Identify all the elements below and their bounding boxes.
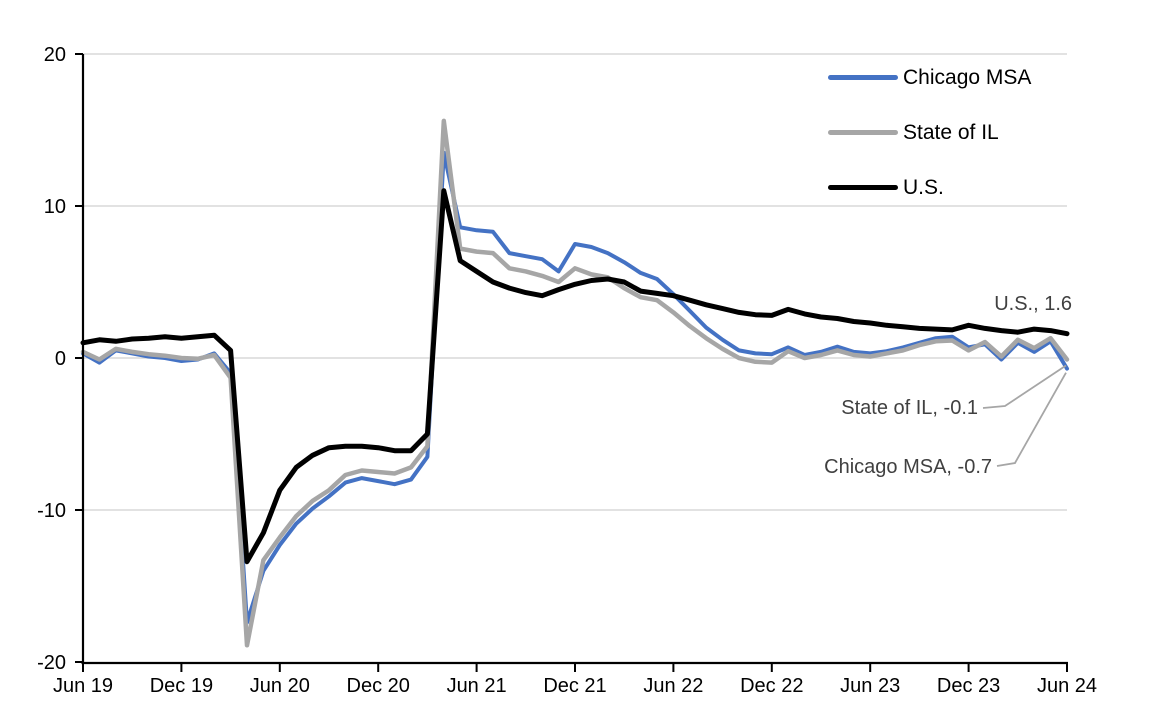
y-tick-label: 10 [44, 196, 66, 218]
x-tick-label: Dec 23 [937, 675, 1000, 697]
x-tick-label: Dec 22 [740, 675, 803, 697]
x-tick-label: Jun 20 [250, 675, 310, 697]
legend-item-state-of-il: State of IL [828, 105, 1031, 160]
x-tick-label: Dec 21 [543, 675, 606, 697]
us-line-swatch [828, 185, 898, 190]
legend-item-us: U.S. [828, 160, 1031, 215]
legend-label: U.S. [903, 175, 944, 199]
x-tick-label: Jun 23 [840, 675, 900, 697]
x-tick-label: Jun 22 [643, 675, 703, 697]
y-tick-label: -20 [37, 652, 66, 674]
series-line-state-of-il [80, 118, 1070, 648]
annotations: U.S., 1.6 State of IL, -0.1 Chicago MSA, -… [824, 293, 1072, 478]
x-tick-label: Jun 19 [53, 675, 113, 697]
annotation-leader-state-of-il [982, 364, 1067, 409]
x-tick-label: Jun 24 [1037, 675, 1097, 697]
series-lines [80, 118, 1070, 648]
annotation-u-s: U.S., 1.6 [994, 293, 1072, 315]
y-tick-label: -10 [37, 500, 66, 522]
x-tick-label: Dec 20 [347, 675, 410, 697]
x-tick-label: Dec 19 [150, 675, 213, 697]
chicago-msa-line-swatch [828, 75, 898, 80]
annotation-leader-chicago-msa [996, 372, 1067, 467]
legend-item-chicago-msa: Chicago MSA [828, 50, 1031, 105]
y-tick-label: 0 [55, 348, 66, 370]
legend-label: State of IL [903, 120, 999, 144]
gridlines [83, 53, 1067, 511]
annotation-state-of-il: State of IL, -0.1 [841, 397, 978, 419]
axes [75, 53, 1068, 672]
state-of-il-line-swatch [828, 130, 898, 135]
legend-label: Chicago MSA [903, 65, 1032, 89]
series-line-u-s [80, 188, 1070, 565]
legend: Chicago MSA State of IL U.S. [828, 50, 1031, 215]
y-tick-label: 20 [44, 44, 66, 66]
x-tick-label: Jun 21 [447, 675, 507, 697]
annotation-chicago-msa: Chicago MSA, -0.7 [824, 456, 992, 478]
